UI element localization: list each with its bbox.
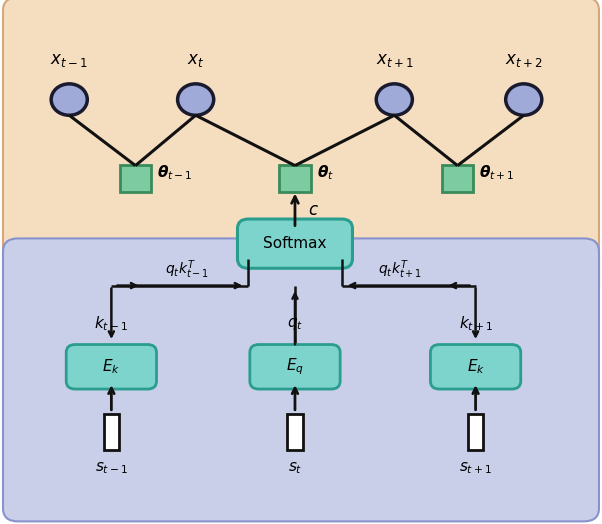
FancyBboxPatch shape [120,165,151,192]
Text: $\boldsymbol{\theta}_{t+1}$: $\boldsymbol{\theta}_{t+1}$ [479,163,515,182]
Text: $E_q$: $E_q$ [286,356,304,377]
FancyBboxPatch shape [3,0,599,299]
Circle shape [178,84,214,115]
Text: $E_k$: $E_k$ [467,357,485,376]
FancyBboxPatch shape [287,414,303,451]
FancyBboxPatch shape [3,238,599,521]
Text: $q_t k_{t-1}^T$: $q_t k_{t-1}^T$ [164,258,209,281]
FancyBboxPatch shape [104,414,119,451]
FancyBboxPatch shape [66,345,157,389]
Circle shape [506,84,542,115]
Circle shape [51,84,87,115]
Circle shape [376,84,412,115]
Text: Softmax: Softmax [263,236,327,251]
Text: $x_{t-1}$: $x_{t-1}$ [51,51,88,69]
FancyBboxPatch shape [468,414,483,451]
FancyBboxPatch shape [430,345,521,389]
FancyBboxPatch shape [279,165,311,192]
Text: $s_{t+1}$: $s_{t+1}$ [459,460,492,475]
Text: $s_{t-1}$: $s_{t-1}$ [95,460,128,475]
Text: $q_t$: $q_t$ [287,315,303,332]
Text: $q_t k_{t+1}^T$: $q_t k_{t+1}^T$ [378,258,423,281]
Text: $k_{t-1}$: $k_{t-1}$ [95,314,128,333]
Text: $k_{t+1}$: $k_{t+1}$ [459,314,492,333]
FancyBboxPatch shape [250,345,340,389]
Text: $\boldsymbol{\theta}_{t-1}$: $\boldsymbol{\theta}_{t-1}$ [157,163,193,182]
Text: $\boldsymbol{\theta}_t$: $\boldsymbol{\theta}_t$ [317,163,334,182]
Text: $x_{t+1}$: $x_{t+1}$ [376,51,413,69]
Text: $c$: $c$ [308,201,319,219]
Text: $E_k$: $E_k$ [102,357,120,376]
Text: $x_t$: $x_t$ [187,51,204,69]
FancyBboxPatch shape [237,219,352,268]
FancyBboxPatch shape [442,165,473,192]
Text: $s_t$: $s_t$ [288,460,302,475]
Text: $x_{t+2}$: $x_{t+2}$ [505,51,542,69]
